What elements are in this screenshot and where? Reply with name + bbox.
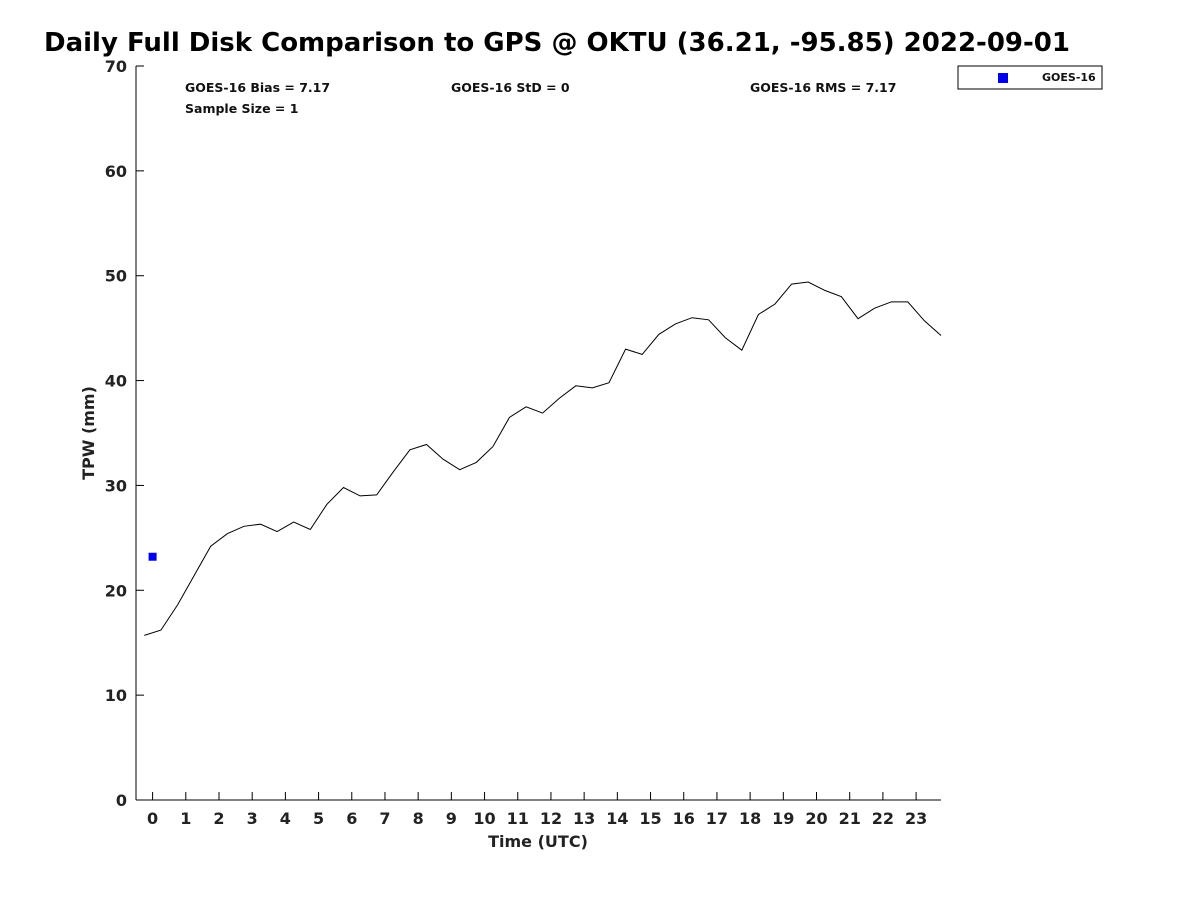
x-tick-label: 18: [739, 809, 761, 828]
legend-label-goes16: GOES-16: [1042, 71, 1096, 84]
x-tick-label: 2: [213, 809, 224, 828]
y-tick-label: 50: [105, 267, 127, 286]
x-tick-label: 21: [839, 809, 861, 828]
legend-box: [957, 65, 1103, 90]
series-layer: [144, 281, 942, 636]
legend: GOES-16: [957, 65, 1103, 90]
x-tick-label: 19: [772, 809, 794, 828]
x-tick-label: 0: [147, 809, 158, 828]
chart-title: Daily Full Disk Comparison to GPS @ OKTU…: [44, 28, 1070, 58]
x-tick-label: 15: [639, 809, 661, 828]
x-tick-label: 14: [606, 809, 628, 828]
y-tick-label: 10: [105, 686, 127, 705]
std-annotation: GOES-16 StD = 0: [451, 80, 570, 95]
y-tick-label: 60: [105, 162, 127, 181]
x-tick-label: 22: [872, 809, 894, 828]
x-tick-label: 5: [313, 809, 324, 828]
x-tick-label: 7: [379, 809, 390, 828]
y-tick-label: 20: [105, 581, 127, 600]
x-tick-label: 10: [473, 809, 495, 828]
x-axis-label: Time (UTC): [488, 832, 588, 851]
x-tick-label: 1: [180, 809, 191, 828]
x-tick-label: 20: [805, 809, 827, 828]
x-tick-label: 9: [446, 809, 457, 828]
goes16-point: [148, 552, 157, 561]
y-axis-label: TPW (mm): [79, 386, 98, 480]
y-tick-label: 0: [116, 791, 127, 810]
rms-annotation: GOES-16 RMS = 7.17: [750, 80, 896, 95]
x-tick-label: 8: [413, 809, 424, 828]
x-tick-label: 11: [507, 809, 529, 828]
x-tick-label: 17: [706, 809, 728, 828]
gps-tpw-line: [144, 281, 942, 636]
y-tick-label: 30: [105, 476, 127, 495]
x-tick-label: 3: [247, 809, 258, 828]
axes: [135, 66, 941, 801]
bias-annotation: GOES-16 Bias = 7.17: [185, 80, 330, 95]
x-tick-label: 12: [540, 809, 562, 828]
legend-marker-goes16: [998, 73, 1008, 83]
x-tick-label: 23: [905, 809, 927, 828]
y-tick-label: 70: [105, 57, 127, 76]
sample-size-annotation: Sample Size = 1: [185, 101, 298, 116]
y-tick-label: 40: [105, 372, 127, 391]
x-tick-label: 16: [673, 809, 695, 828]
x-tick-label: 4: [280, 809, 291, 828]
x-tick-label: 6: [346, 809, 357, 828]
x-tick-label: 13: [573, 809, 595, 828]
